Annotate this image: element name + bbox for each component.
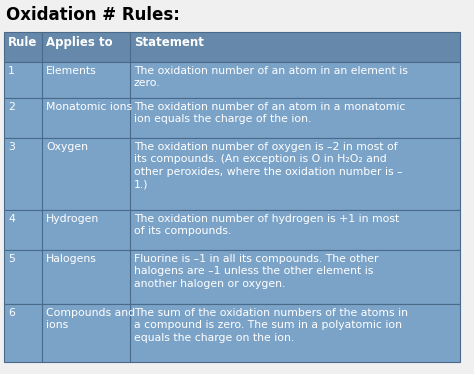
Text: 1: 1 (8, 66, 15, 76)
Text: 3: 3 (8, 142, 15, 152)
Text: Hydrogen: Hydrogen (46, 214, 99, 224)
Text: Elements: Elements (46, 66, 97, 76)
Bar (4, 304, 460, 362)
Text: The oxidation number of an atom in an element is
zero.: The oxidation number of an atom in an el… (134, 66, 408, 88)
Bar (4, 250, 460, 304)
Text: Oxidation # Rules:: Oxidation # Rules: (6, 6, 180, 24)
Text: 5: 5 (8, 254, 15, 264)
Text: Monatomic ions: Monatomic ions (46, 102, 132, 112)
Text: Compounds and
ions: Compounds and ions (46, 308, 135, 330)
Bar (4, 98, 460, 138)
Text: 6: 6 (8, 308, 15, 318)
Text: 2: 2 (8, 102, 15, 112)
Text: 4: 4 (8, 214, 15, 224)
Text: The sum of the oxidation numbers of the atoms in
a compound is zero. The sum in : The sum of the oxidation numbers of the … (134, 308, 408, 343)
Text: Statement: Statement (134, 36, 204, 49)
Text: Oxygen: Oxygen (46, 142, 88, 152)
Text: The oxidation number of hydrogen is +1 in most
of its compounds.: The oxidation number of hydrogen is +1 i… (134, 214, 399, 236)
Bar (4, 210, 460, 250)
Text: Fluorine is –1 in all its compounds. The other
halogens are –1 unless the other : Fluorine is –1 in all its compounds. The… (134, 254, 379, 289)
Text: Applies to: Applies to (46, 36, 113, 49)
Text: Halogens: Halogens (46, 254, 97, 264)
Bar (4, 62, 460, 98)
Bar (4, 32, 460, 62)
Text: The oxidation number of an atom in a monatomic
ion equals the charge of the ion.: The oxidation number of an atom in a mon… (134, 102, 405, 125)
Bar (4, 138, 460, 210)
Text: Rule: Rule (8, 36, 37, 49)
Text: The oxidation number of oxygen is –2 in most of
its compounds. (An exception is : The oxidation number of oxygen is –2 in … (134, 142, 402, 189)
